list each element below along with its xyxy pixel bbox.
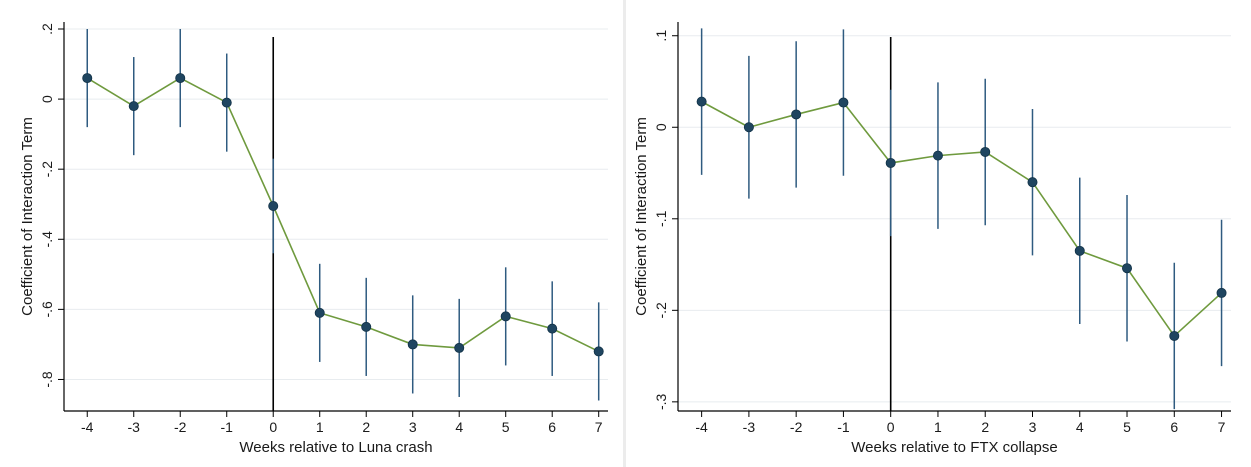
data-point [1122, 263, 1133, 274]
left-chart-panel: .2 0 -.2 -.4 -.6 -.8 -4 -3 -2 -1 0 1 2 3 4 5 6 7 Weeks rel… [0, 0, 623, 467]
x-tick-label: 7 [1218, 419, 1226, 435]
data-point [128, 101, 139, 112]
data-point [268, 200, 279, 211]
data-point [932, 150, 943, 161]
x-tick-label: -4 [81, 419, 94, 435]
y-axis-title: Coefficient of Interaction Term [633, 117, 650, 316]
x-tick-label: 6 [548, 419, 556, 435]
x-tick-label: 2 [981, 419, 989, 435]
x-tick-label: 6 [1170, 419, 1178, 435]
y-axis-title: Coefficient of Interaction Term [19, 117, 36, 316]
x-tick-label: 2 [362, 419, 370, 435]
data-point [1027, 177, 1038, 188]
y-tick-label: -.2 [653, 302, 669, 319]
y-tick-label: .2 [39, 23, 55, 35]
data-point [82, 73, 93, 84]
y-tick-label: .1 [653, 30, 669, 42]
x-tick-label: 4 [1076, 419, 1084, 435]
data-point [221, 97, 232, 108]
ftx-collapse-chart: .1 0 -.1 -.2 -.3 -4 -3 -2 -1 0 1 2 3 4 5 6 7 Weeks relati… [633, 22, 1231, 456]
x-tick-label: 3 [1029, 419, 1037, 435]
y-tick-label: -.6 [39, 301, 55, 318]
x-tick-label: -1 [837, 419, 850, 435]
data-point [314, 307, 325, 318]
y-tick-label: -.3 [653, 393, 669, 410]
luna-crash-chart: .2 0 -.2 -.4 -.6 -.8 -4 -3 -2 -1 0 1 2 3 4 5 6 7 Weeks rel… [19, 22, 608, 456]
data-point [838, 97, 849, 108]
x-tick-label: 0 [269, 419, 277, 435]
y-tick-label: -.4 [39, 231, 55, 248]
y-tick-label: -.2 [39, 161, 55, 178]
data-point [696, 96, 707, 107]
data-point [500, 311, 511, 322]
x-tick-label: -2 [174, 419, 187, 435]
x-tick-label: -3 [128, 419, 141, 435]
data-point [1216, 287, 1227, 298]
data-point [1169, 330, 1180, 341]
x-tick-label: 4 [455, 419, 463, 435]
data-point [593, 346, 604, 357]
data-point [1074, 245, 1085, 256]
series-line [86, 77, 600, 353]
x-tick-label: 3 [409, 419, 417, 435]
x-tick-label: 7 [595, 419, 603, 435]
x-tick-label: -2 [790, 419, 803, 435]
series-line [701, 100, 1223, 338]
y-tick-label: 0 [653, 123, 669, 131]
x-tick-label: -4 [695, 419, 708, 435]
x-tick-label: 1 [934, 419, 942, 435]
data-point [743, 122, 754, 133]
x-axis-title: Weeks relative to FTX collapse [851, 439, 1057, 456]
right-chart-panel: .1 0 -.1 -.2 -.3 -4 -3 -2 -1 0 1 2 3 4 5 6 7 Weeks relati… [626, 0, 1251, 467]
data-point [791, 109, 802, 120]
data-point [175, 73, 186, 84]
x-tick-label: 5 [1123, 419, 1131, 435]
x-tick-label: 0 [887, 419, 895, 435]
y-tick-label: -.8 [39, 371, 55, 388]
data-point [454, 342, 465, 353]
data-point [547, 323, 558, 334]
y-tick-label: 0 [39, 95, 55, 103]
x-axis-title: Weeks relative to Luna crash [239, 439, 432, 456]
data-point [885, 157, 896, 168]
data-point [407, 339, 418, 350]
x-tick-label: 1 [316, 419, 324, 435]
y-tick-label: -.1 [653, 210, 669, 227]
data-point [980, 146, 991, 157]
x-tick-label: -3 [743, 419, 756, 435]
panel-divider [623, 0, 626, 467]
data-point [361, 321, 372, 332]
x-tick-label: 5 [502, 419, 510, 435]
x-tick-label: -1 [221, 419, 234, 435]
